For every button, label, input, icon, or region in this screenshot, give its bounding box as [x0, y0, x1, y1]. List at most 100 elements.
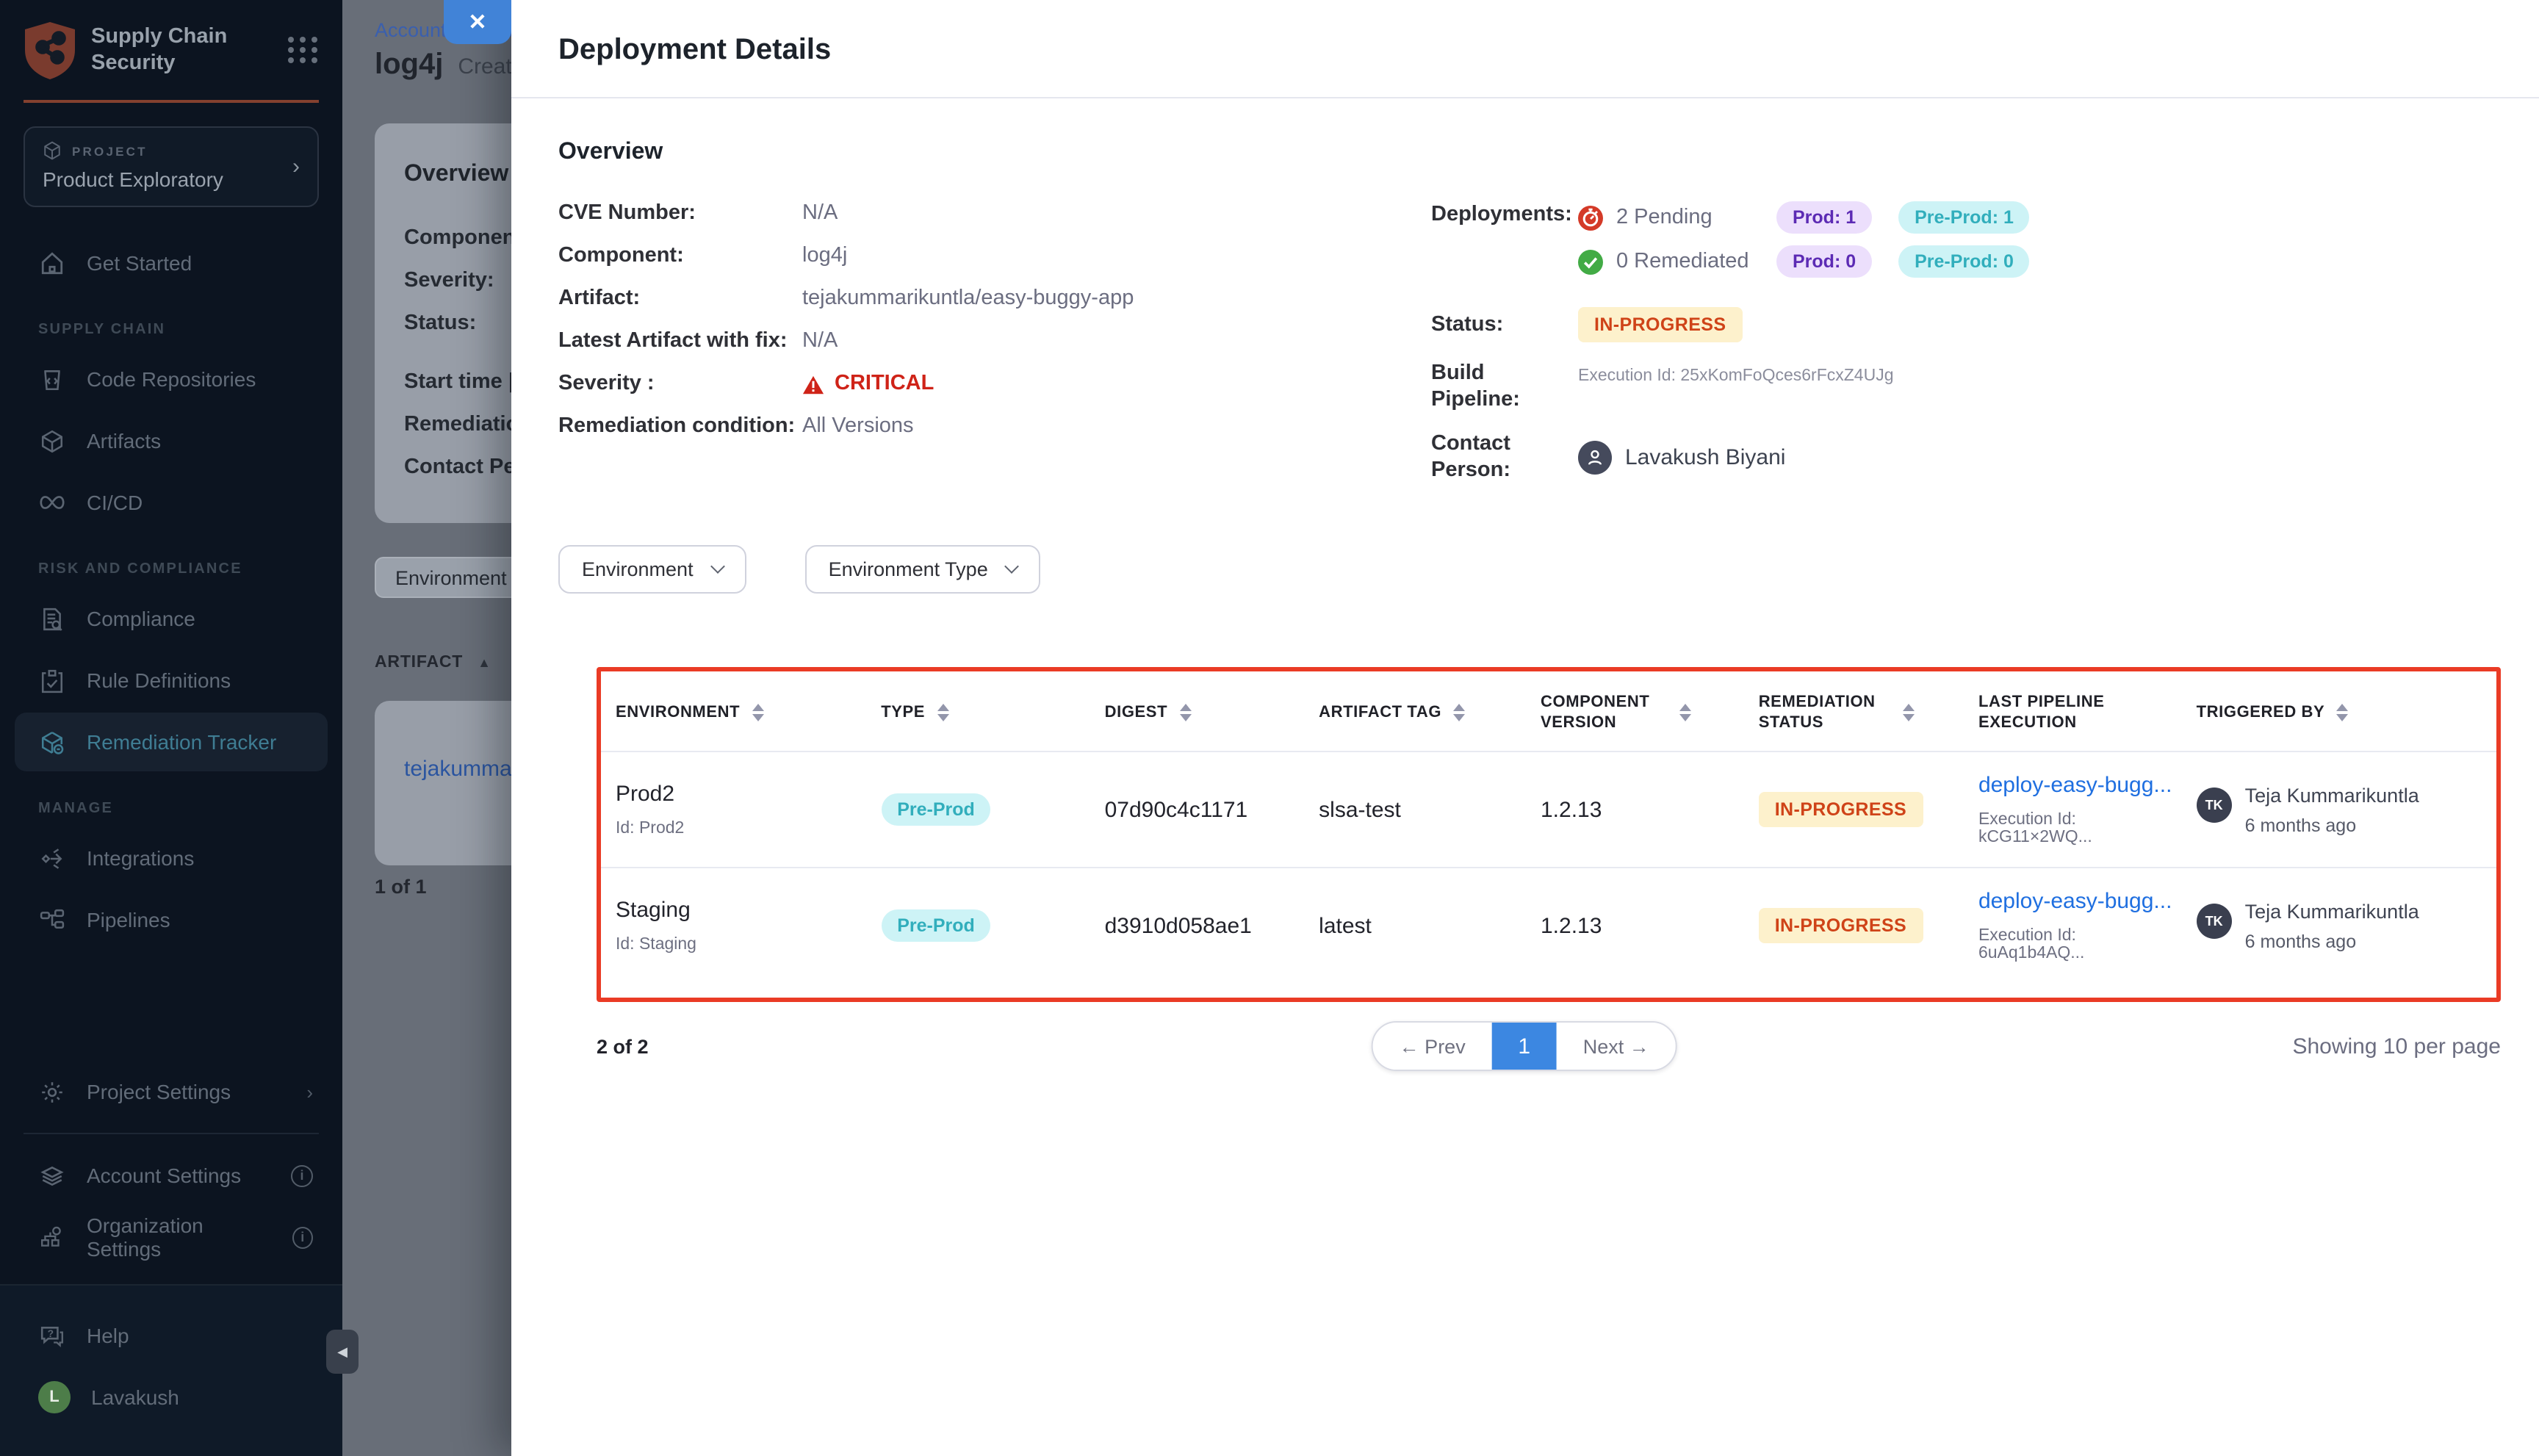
person-icon — [1588, 449, 1602, 464]
sort-asc-icon: ▲ — [478, 655, 491, 670]
background-artifact-link[interactable]: tejakummar — [404, 757, 511, 782]
status-row: Status: IN-PROGRESS — [1431, 307, 2539, 342]
pager: ← Prev 1 Next → — [1371, 1021, 1677, 1071]
background-artifact-column-header[interactable]: ARTIFACT ▲ — [375, 654, 491, 671]
box-icon — [38, 427, 66, 455]
table-row[interactable]: Prod2 Id: Prod2 Pre-Prod 07d90c4c1171 sls… — [601, 751, 2496, 867]
sidebar-divider — [24, 1133, 319, 1134]
drawer-header: Deployment Details — [511, 0, 2539, 98]
pending-count: 2 Pending — [1616, 206, 1713, 229]
deployments-row: Deployments: 2 Pending Prod: 1 Pre-Prod:… — [1431, 201, 2539, 289]
background-row-count: 1 of 1 — [375, 876, 427, 898]
app-switcher-grid-icon[interactable] — [288, 37, 319, 63]
pipeline-link[interactable]: deploy-easy-bugg... — [1978, 889, 2172, 914]
environment-type-filter-dropdown[interactable]: Environment Type — [804, 545, 1041, 594]
deployments-table-annotated: ENVIRONMENT TYPE DIGEST ARTIFACT TAG COM… — [597, 667, 2501, 1002]
column-header-triggered-by[interactable]: TRIGGERED BY — [2182, 702, 2496, 723]
remediated-count: 0 Remediated — [1616, 250, 1749, 273]
column-header-digest[interactable]: DIGEST — [1090, 702, 1305, 723]
sidebar-item-cicd[interactable]: CI/CD — [15, 473, 328, 532]
sidebar-collapse-handle[interactable]: ◀ — [326, 1330, 359, 1374]
sidebar-item-label: Integrations — [87, 846, 195, 870]
help-chat-icon: ? — [38, 1322, 66, 1349]
contact-person-name[interactable]: Lavakush Biyani — [1625, 444, 1786, 469]
sidebar-item-code-repositories[interactable]: Code Repositories — [15, 350, 328, 408]
info-icon[interactable]: i — [292, 1226, 313, 1248]
sidebar-item-label: Remediation Tracker — [87, 730, 277, 754]
sidebar-item-remediation-tracker[interactable]: Remediation Tracker — [15, 713, 328, 771]
next-page-button[interactable]: Next → — [1556, 1023, 1676, 1070]
sidebar-item-artifacts[interactable]: Artifacts — [15, 411, 328, 470]
prod-badge: Prod: 0 — [1776, 245, 1873, 278]
page-1-button[interactable]: 1 — [1491, 1023, 1557, 1070]
remediated-line: 0 Remediated Prod: 0 Pre-Prod: 0 — [1578, 245, 2030, 278]
prev-page-button[interactable]: ← Prev — [1372, 1023, 1492, 1070]
latest-artifact-value: N/A — [802, 329, 838, 353]
overview-section: CVE Number: N/A Component: log4j Artifact:… — [558, 201, 2539, 501]
field-label: CVE Number: — [558, 201, 696, 225]
module-accent-divider — [24, 100, 319, 103]
close-button[interactable]: ✕ — [444, 0, 511, 44]
remediation-box-icon — [38, 728, 66, 756]
background-overview-heading: Overview — [404, 162, 509, 187]
sort-icon — [2336, 703, 2349, 722]
sidebar-item-help[interactable]: ? Help — [15, 1306, 328, 1365]
section-manage: MANAGE — [38, 801, 114, 817]
table-row[interactable]: Staging Id: Staging Pre-Prod d3910d058ae1… — [601, 867, 2496, 983]
type-badge: Pre-Prod — [881, 793, 991, 826]
sidebar-item-label: Help — [87, 1324, 129, 1347]
chevron-down-icon — [1004, 559, 1020, 574]
sidebar-item-label: Code Repositories — [87, 367, 256, 391]
pagination: 2 of 2 ← Prev 1 Next → Showing 10 per pa… — [597, 1020, 2501, 1073]
environment-filter-dropdown[interactable]: Environment — [558, 545, 746, 594]
artifact-tag-value: slsa-test — [1319, 797, 1401, 822]
sidebar-item-pipelines[interactable]: Pipelines — [15, 890, 328, 949]
sidebar-item-compliance[interactable]: Compliance — [15, 589, 328, 648]
project-selector[interactable]: PROJECT Product Exploratory › — [24, 126, 319, 207]
sidebar-item-get-started[interactable]: Get Started — [15, 234, 328, 292]
info-icon[interactable]: i — [291, 1164, 313, 1186]
build-pipeline-row: Build Pipeline: Execution Id: 25xKomFoQc… — [1431, 360, 2539, 413]
triggered-by-avatar: TK — [2196, 903, 2232, 938]
column-header-type[interactable]: TYPE — [866, 702, 1090, 723]
drawer-title: Deployment Details — [558, 34, 832, 66]
integrations-icon — [38, 844, 66, 872]
background-environment-filter[interactable]: Environment T — [375, 557, 511, 598]
sidebar-item-label: CI/CD — [87, 491, 143, 514]
type-badge: Pre-Prod — [881, 909, 991, 942]
sidebar-item-rule-definitions[interactable]: Rule Definitions — [15, 651, 328, 710]
sidebar-header: Supply Chain Security — [0, 0, 342, 94]
field-label: Latest Artifact with fix: — [558, 329, 788, 353]
user-name: Lavakush — [91, 1385, 179, 1409]
per-page-label: Showing 10 per page — [2292, 1034, 2501, 1059]
environment-id: Id: Staging — [616, 936, 696, 954]
section-supply-chain: SUPPLY CHAIN — [38, 322, 166, 338]
overview-fields: CVE Number: N/A Component: log4j Artifact:… — [558, 201, 1381, 501]
column-header-environment[interactable]: ENVIRONMENT — [601, 702, 866, 723]
triggered-time: 6 months ago — [2244, 815, 2357, 835]
artifact-value: tejakummarikuntla/easy-buggy-app — [802, 286, 1134, 310]
environment-name: Prod2 — [616, 782, 675, 807]
column-header-component-version[interactable]: COMPONENT VERSION — [1526, 692, 1744, 733]
project-name: Product Exploratory — [43, 167, 223, 191]
sidebar: Supply Chain Security PROJECT Product Ex… — [0, 0, 342, 1456]
column-header-remediation-status[interactable]: REMEDIATION STATUS — [1744, 692, 1964, 733]
sidebar-item-account-settings[interactable]: Account Settings i — [15, 1146, 328, 1205]
sidebar-item-label: Get Started — [87, 251, 192, 275]
execution-id: Execution Id: 6uAq1b4AQ... — [1978, 927, 2085, 962]
chevron-right-icon: › — [292, 154, 300, 179]
sidebar-user[interactable]: L Lavakush — [15, 1368, 328, 1427]
pending-timer-icon — [1578, 205, 1603, 230]
sidebar-item-integrations[interactable]: Integrations — [15, 829, 328, 887]
page-title: log4j Creat — [375, 48, 511, 81]
component-version-value: 1.2.13 — [1541, 913, 1602, 938]
preprod-badge: Pre-Prod: 0 — [1898, 245, 2030, 278]
remediation-status-badge: IN-PROGRESS — [1758, 908, 1923, 943]
sidebar-item-organization-settings[interactable]: Organization Settings i — [15, 1208, 328, 1266]
sidebar-item-label: Organization Settings — [87, 1214, 204, 1261]
field-label: Artifact: — [558, 286, 641, 310]
column-header-artifact-tag[interactable]: ARTIFACT TAG — [1304, 702, 1526, 723]
pipeline-link[interactable]: deploy-easy-bugg... — [1978, 773, 2172, 798]
sidebar-item-project-settings[interactable]: Project Settings › — [15, 1062, 328, 1121]
